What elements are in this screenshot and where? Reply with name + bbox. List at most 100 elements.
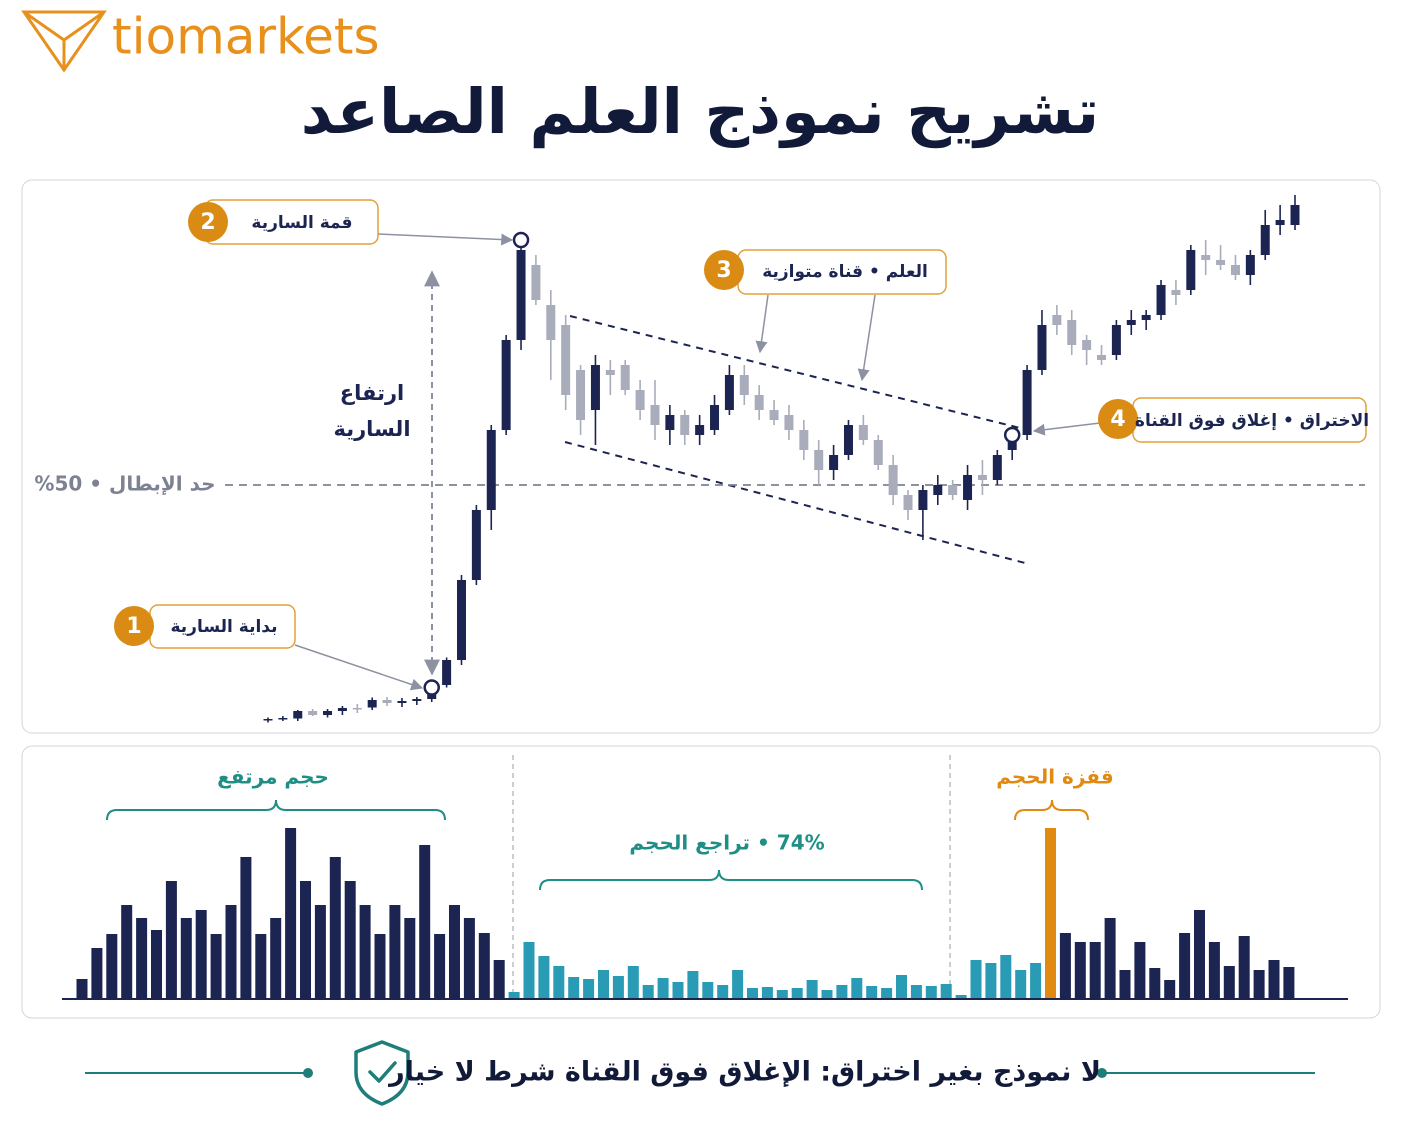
pole-height-label: السارية [333,417,410,441]
volume-annotation: 74% • تراجع الحجم [629,831,824,855]
candle-body [576,370,586,420]
volume-bar [314,905,326,999]
candle-body [501,340,511,430]
candle-body [442,660,452,685]
brace [1014,799,1089,821]
candle-body [695,425,705,435]
candle-body [858,425,868,440]
candle-body [1037,325,1047,370]
volume-bar [1194,910,1205,999]
candle-body [605,370,615,375]
brace [106,799,446,821]
volume-bar [538,956,550,999]
pole-height-label: ارتفاع [340,381,405,405]
volume-bar [925,986,937,999]
volume-bar [1223,966,1235,999]
candle-body [1245,255,1255,275]
arrow [1032,422,1101,436]
volume-bar [240,857,252,999]
volume-bar [374,934,386,999]
volume-bar [970,960,982,999]
volume-annotation: قفزة الحجم [996,765,1114,789]
candle-body [293,711,303,719]
candle-body [1260,225,1270,255]
candle-body [933,485,943,495]
candle-body [769,410,779,420]
candle-body [992,455,1002,480]
volume-bar [836,985,848,999]
volume-bar [583,979,595,999]
candle-body [918,490,928,510]
candle-body [710,405,720,430]
volume-bar [940,984,952,999]
volume-bar [985,963,997,999]
price-panel [21,179,1381,734]
candle-body [948,485,958,495]
candle-body [337,708,347,711]
candle-body [412,699,422,701]
candle-body [977,475,987,480]
annotation: 2 قمة السارية [188,199,379,245]
shield-icon [354,1040,410,1106]
volume-bar [1119,970,1131,999]
annotation-text: قمة السارية [251,213,352,233]
candle-body [561,325,571,395]
volume-bar [449,905,460,999]
volume-bar [389,905,401,999]
volume-bar [881,988,893,999]
annotation-number: 3 [716,258,731,283]
candle-body [620,365,630,390]
volume-bar [1045,828,1056,999]
volume-bar [1253,970,1265,999]
footer-text: لا نموذج بغير اختراق: الإغلاق فوق القناة… [387,1057,1101,1088]
channel-lower [564,441,1026,564]
volume-bar [1164,980,1176,999]
candle-body [456,580,466,660]
footer-dot [1097,1068,1107,1078]
volume-bar [300,881,311,999]
volume-bar [1208,942,1220,999]
volume-bar [1238,936,1250,999]
candle-body [1290,205,1300,225]
annotation: 1 بداية السارية [114,604,296,649]
volume-bar [910,985,922,999]
point-marker [423,679,440,696]
candle-body [1216,260,1226,265]
logo-text: tiomarkets [112,8,380,66]
volume-bar [627,966,639,999]
candle-body [739,375,749,395]
volume-bar [732,970,744,999]
volume-bar [553,966,565,999]
volume-bar [1000,955,1012,999]
volume-bar [121,905,133,999]
candle-body [1097,355,1107,360]
footer-dot [303,1068,313,1078]
arrow [857,294,876,382]
volume-bar [702,982,714,999]
candle-body [635,390,645,410]
volume-bar [523,942,535,999]
volume-annotation: حجم مرتفع [217,765,329,789]
volume-bar [270,918,282,999]
annotation-text: الاختراق • إغلاق فوق القناة [1135,411,1369,431]
annotation: 4 الاختراق • إغلاق فوق القناة [1098,397,1369,443]
point-marker [512,231,530,249]
volume-bar [1015,970,1027,999]
candle-body [724,375,734,410]
candle-body [1067,320,1077,345]
candle-body [486,430,496,510]
candle-body [531,265,541,300]
candle-body [888,465,898,495]
volume-bar [180,918,192,999]
brace [539,869,923,891]
volume-bar [1149,968,1161,999]
candle-body [546,305,556,340]
volume-bar [851,978,863,999]
reference-label: حد الإبطال • 50% [34,472,215,496]
candle-body [1082,340,1092,350]
annotation-text: بداية السارية [170,617,277,637]
volume-bar [1030,963,1042,999]
volume-bar [404,918,416,999]
volume-bar [1059,933,1071,999]
